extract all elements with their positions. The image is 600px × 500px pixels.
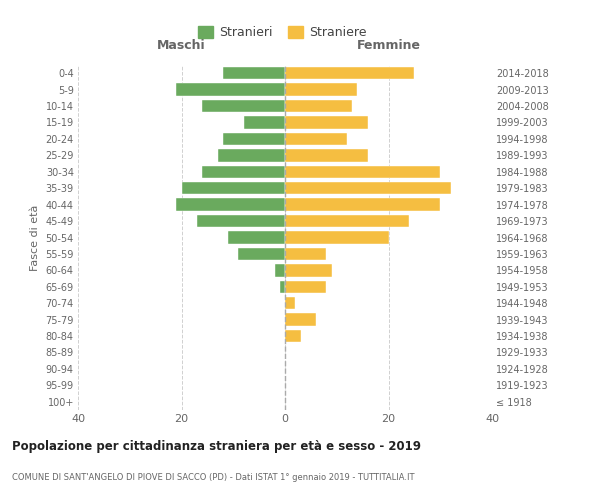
Bar xyxy=(223,67,285,80)
Bar xyxy=(285,84,358,96)
Bar xyxy=(285,280,326,293)
Bar xyxy=(275,264,285,276)
Bar xyxy=(223,133,285,145)
Bar xyxy=(285,133,347,145)
Bar xyxy=(202,100,285,112)
Text: Popolazione per cittadinanza straniera per età e sesso - 2019: Popolazione per cittadinanza straniera p… xyxy=(12,440,421,453)
Bar xyxy=(202,166,285,178)
Bar xyxy=(197,215,285,227)
Text: Femmine: Femmine xyxy=(356,39,421,52)
Bar xyxy=(285,116,368,128)
Bar xyxy=(238,248,285,260)
Bar xyxy=(285,182,451,194)
Bar xyxy=(285,264,332,276)
Bar xyxy=(285,100,352,112)
Bar xyxy=(228,232,285,243)
Bar xyxy=(280,280,285,293)
Bar xyxy=(218,149,285,162)
Bar xyxy=(285,330,301,342)
Bar xyxy=(285,314,316,326)
Bar xyxy=(285,67,415,80)
Bar xyxy=(285,149,368,162)
Bar xyxy=(182,182,285,194)
Bar xyxy=(285,297,295,310)
Legend: Stranieri, Straniere: Stranieri, Straniere xyxy=(193,21,371,44)
Bar xyxy=(285,198,440,211)
Text: Maschi: Maschi xyxy=(157,39,206,52)
Bar xyxy=(285,232,389,243)
Bar xyxy=(285,166,440,178)
Bar xyxy=(176,84,285,96)
Bar xyxy=(244,116,285,128)
Bar xyxy=(285,215,409,227)
Bar xyxy=(176,198,285,211)
Y-axis label: Fasce di età: Fasce di età xyxy=(30,204,40,270)
Bar xyxy=(285,248,326,260)
Text: COMUNE DI SANT'ANGELO DI PIOVE DI SACCO (PD) - Dati ISTAT 1° gennaio 2019 - TUTT: COMUNE DI SANT'ANGELO DI PIOVE DI SACCO … xyxy=(12,473,415,482)
